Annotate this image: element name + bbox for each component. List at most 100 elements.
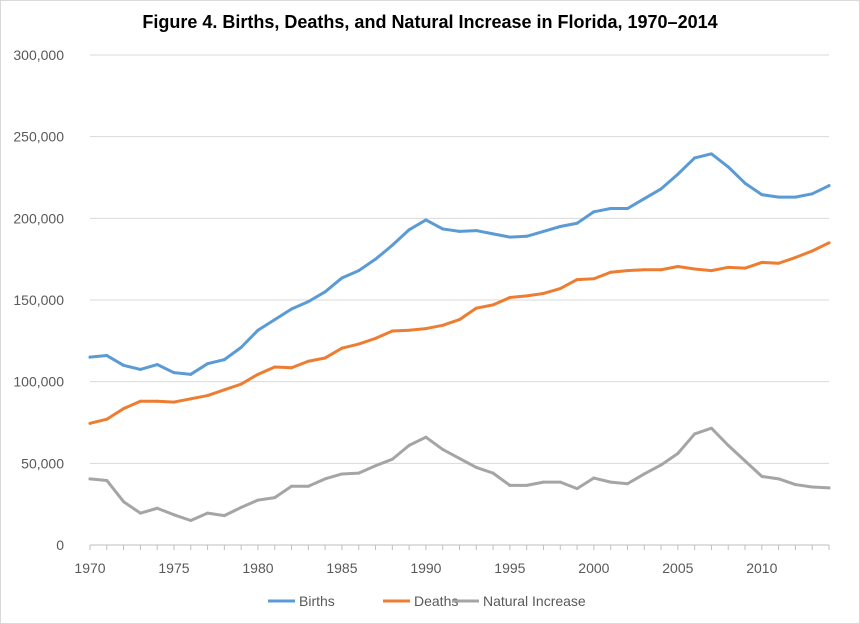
data-point-deaths: [709, 269, 713, 273]
data-point-natural-increase: [273, 496, 277, 500]
data-point-births: [390, 243, 394, 247]
data-point-deaths: [424, 327, 428, 331]
data-point-deaths: [357, 342, 361, 346]
data-point-deaths: [760, 260, 764, 264]
data-point-births: [760, 193, 764, 197]
data-point-births: [609, 207, 613, 211]
x-tick-label: 1995: [494, 560, 525, 576]
data-point-deaths: [491, 303, 495, 307]
data-point-births: [810, 192, 814, 196]
data-point-births: [709, 152, 713, 156]
data-point-births: [693, 156, 697, 160]
x-tick-label: 2000: [578, 560, 609, 576]
data-point-natural-increase: [357, 471, 361, 475]
data-point-deaths: [793, 256, 797, 260]
data-point-births: [323, 290, 327, 294]
series-lines: [88, 152, 831, 522]
data-point-births: [122, 363, 126, 367]
data-point-births: [827, 184, 831, 188]
data-point-natural-increase: [625, 482, 629, 486]
data-point-natural-increase: [810, 485, 814, 489]
data-point-deaths: [827, 241, 831, 245]
data-point-births: [508, 235, 512, 239]
data-point-natural-increase: [474, 465, 478, 469]
data-point-natural-increase: [122, 500, 126, 504]
data-point-deaths: [88, 421, 92, 425]
data-point-deaths: [105, 417, 109, 421]
data-point-natural-increase: [726, 443, 730, 447]
data-point-deaths: [508, 296, 512, 300]
legend-label-births: Births: [299, 593, 335, 609]
data-point-natural-increase: [827, 486, 831, 490]
data-point-deaths: [726, 265, 730, 269]
data-point-deaths: [256, 372, 260, 376]
data-point-deaths: [676, 265, 680, 269]
data-point-births: [340, 276, 344, 280]
data-point-births: [541, 229, 545, 233]
series-line-deaths: [88, 241, 831, 425]
data-point-natural-increase: [374, 464, 378, 468]
data-point-deaths: [777, 261, 781, 265]
data-point-deaths: [189, 397, 193, 401]
data-point-deaths: [441, 323, 445, 327]
data-point-births: [222, 358, 226, 362]
data-point-natural-increase: [793, 483, 797, 487]
data-point-natural-increase: [709, 426, 713, 430]
data-point-natural-increase: [676, 452, 680, 456]
legend-label-natural-increase: Natural Increase: [483, 593, 586, 609]
data-point-births: [625, 207, 629, 211]
data-point-deaths: [625, 269, 629, 273]
data-point-deaths: [592, 277, 596, 281]
data-point-natural-increase: [609, 480, 613, 484]
data-point-natural-increase: [206, 511, 210, 515]
data-point-natural-increase: [575, 487, 579, 491]
series-line-births: [88, 152, 831, 376]
data-point-natural-increase: [105, 478, 109, 482]
data-point-births: [474, 229, 478, 233]
data-point-deaths: [474, 306, 478, 310]
data-point-deaths: [138, 399, 142, 403]
data-point-births: [239, 345, 243, 349]
data-point-deaths: [172, 400, 176, 404]
data-point-deaths: [693, 267, 697, 271]
data-point-natural-increase: [323, 477, 327, 481]
data-point-natural-increase: [777, 477, 781, 481]
data-point-natural-increase: [458, 456, 461, 460]
data-point-births: [525, 234, 529, 238]
data-point-births: [273, 318, 277, 322]
data-point-deaths: [155, 399, 159, 403]
y-tick-label: 100,000: [13, 374, 64, 390]
data-point-births: [407, 228, 411, 232]
x-tick-label: 1975: [158, 560, 189, 576]
data-point-deaths: [323, 356, 327, 360]
data-point-natural-increase: [407, 443, 411, 447]
data-point-natural-increase: [222, 514, 226, 518]
data-point-births: [256, 328, 260, 332]
data-point-natural-increase: [659, 463, 663, 467]
x-tick-label: 2010: [746, 560, 777, 576]
data-point-births: [726, 165, 730, 169]
data-point-deaths: [390, 329, 394, 333]
data-point-deaths: [273, 365, 277, 369]
data-point-deaths: [374, 336, 378, 340]
series-line-natural-increase: [88, 426, 831, 522]
data-point-natural-increase: [155, 506, 159, 510]
data-point-natural-increase: [491, 471, 495, 475]
data-point-natural-increase: [508, 483, 512, 487]
data-point-births: [777, 195, 781, 199]
data-point-births: [592, 210, 596, 214]
data-point-births: [458, 229, 461, 233]
gridlines: [90, 54, 829, 464]
data-point-births: [424, 218, 428, 222]
chart-title: Figure 4. Births, Deaths, and Natural In…: [142, 12, 718, 32]
data-point-natural-increase: [390, 457, 394, 461]
data-point-births: [290, 307, 294, 311]
data-point-births: [491, 232, 495, 236]
data-point-natural-increase: [558, 480, 562, 484]
data-point-deaths: [206, 394, 210, 398]
data-point-natural-increase: [525, 483, 529, 487]
y-tick-label: 250,000: [13, 129, 64, 145]
data-point-natural-increase: [189, 519, 193, 522]
data-point-natural-increase: [290, 484, 294, 488]
